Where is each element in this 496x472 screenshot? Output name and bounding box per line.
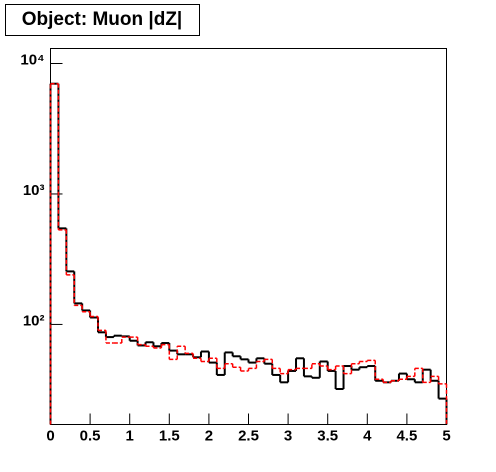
x-tick-label: 1	[126, 427, 134, 444]
x-tick-label: 3.5	[317, 427, 338, 444]
x-tick-label: 1.5	[159, 427, 180, 444]
x-tick-label: 5	[442, 427, 450, 444]
x-tick-label: 0.5	[80, 427, 101, 444]
x-tick-label: 2	[205, 427, 213, 444]
y-tick-label: 10²	[23, 312, 45, 329]
x-tick-label: 0	[46, 427, 54, 444]
x-tick-label: 2.5	[238, 427, 259, 444]
x-tick-label: 3	[284, 427, 292, 444]
y-tick-label: 10⁴	[20, 51, 44, 68]
x-tick-label: 4	[363, 427, 372, 444]
x-tick-label: 4.5	[396, 427, 417, 444]
chart-title: Object: Muon |dZ|	[22, 9, 183, 30]
title-box	[5, 4, 200, 36]
y-tick-label: 10³	[23, 182, 45, 199]
